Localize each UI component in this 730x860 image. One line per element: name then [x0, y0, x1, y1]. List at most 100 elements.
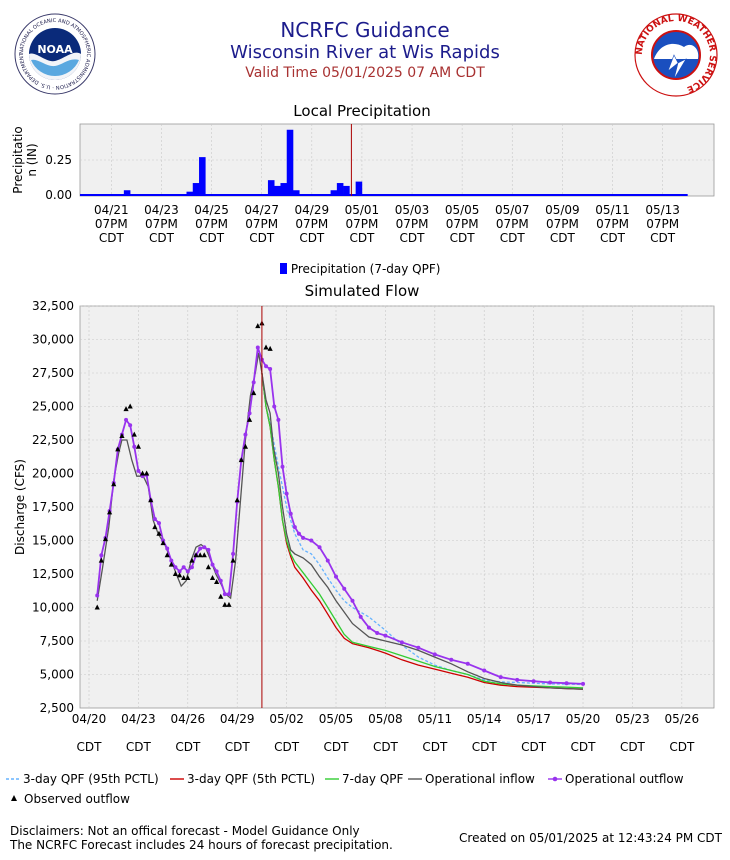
outflow-point — [358, 614, 363, 619]
outflow-point — [226, 592, 231, 597]
precip-x-ticks: 04/2107PMCDT04/2307PMCDT04/2507PMCDT04/2… — [94, 203, 680, 245]
outflow-point — [214, 569, 219, 574]
flow-xtick-date: 05/08 — [368, 712, 403, 726]
outflow-point — [296, 531, 301, 536]
observed-outflow-point — [106, 509, 113, 515]
observed-outflow-point — [242, 443, 249, 449]
legend-marker-observed-outflow — [11, 795, 17, 801]
flow-xtick-tz: CDT — [225, 740, 251, 754]
legend-label-operational-inflow: Operational inflow — [425, 772, 535, 786]
outflow-point — [342, 586, 347, 591]
flow-xtick-tz: CDT — [324, 740, 350, 754]
precip-bar — [123, 190, 131, 196]
flow-xtick-tz: CDT — [77, 740, 103, 754]
page-title: NCRFC Guidance — [280, 18, 450, 42]
precip-xtick-time: 07PM — [446, 217, 479, 231]
precip-grid — [80, 124, 714, 196]
observed-outflow-point — [201, 552, 207, 558]
precip-xtick-time: 07PM — [95, 217, 128, 231]
legend-label-7-day-qpf: 7-day QPF — [342, 772, 404, 786]
observed-outflow-point — [98, 557, 104, 563]
flow-xtick-tz: CDT — [521, 740, 547, 754]
outflow-point — [128, 423, 133, 428]
precip-bar — [180, 194, 187, 196]
precip-bar — [293, 190, 300, 196]
flow-xtick-tz: CDT — [422, 740, 448, 754]
outflow-point — [432, 652, 437, 657]
precip-xtick-date: 04/25 — [194, 203, 229, 217]
precip-xtick-time: 07PM — [546, 217, 579, 231]
flow-ytick: 2,500 — [40, 701, 74, 715]
precip-xtick-tz: CDT — [450, 231, 476, 245]
flow-xtick-date: 04/29 — [220, 712, 255, 726]
outflow-point — [548, 680, 553, 685]
precip-xtick-date: 05/05 — [445, 203, 480, 217]
flow-ytick: 20,000 — [32, 467, 74, 481]
observed-outflow-point — [205, 564, 211, 570]
precip-ytick-0: 0.00 — [45, 188, 72, 202]
flow-ytick: 7,500 — [40, 634, 74, 648]
flow-xtick-date: 05/11 — [418, 712, 453, 726]
outflow-point — [465, 661, 470, 666]
valid-time: Valid Time 05/01/2025 07 AM CDT — [245, 65, 485, 81]
outflow-point — [280, 464, 285, 469]
precip-xtick-time: 07PM — [245, 217, 278, 231]
flow-ytick: 30,000 — [32, 333, 74, 347]
observed-outflow-point — [144, 470, 150, 476]
flow-xtick-tz: CDT — [373, 740, 399, 754]
flow-xtick-tz: CDT — [175, 740, 201, 754]
flow-chart-title: Simulated Flow — [305, 282, 420, 300]
legend-dot-operational-outflow — [552, 776, 558, 782]
precip-chart-title: Local Precipitation — [293, 102, 430, 120]
outflow-point — [309, 538, 314, 543]
observed-outflow-point — [135, 443, 142, 449]
observed-outflow-point — [152, 524, 158, 530]
observed-outflow-point — [218, 593, 224, 599]
precip-bar — [280, 183, 288, 196]
precip-xtick-time: 07PM — [345, 217, 378, 231]
precip-xtick-date: 05/07 — [495, 203, 530, 217]
outflow-point — [206, 547, 211, 552]
precip-xtick-time: 07PM — [496, 217, 529, 231]
outflow-point — [399, 640, 404, 645]
precip-legend: Precipitation (7-day QPF) — [280, 262, 440, 276]
flow-xtick-date: 05/17 — [516, 712, 551, 726]
observed-outflow-point — [185, 575, 191, 581]
legend-label-3-day-qpf-5th-pctl: 3-day QPF (5th PCTL) — [187, 772, 315, 786]
outflow-point — [173, 565, 178, 570]
flow-xtick-date: 05/02 — [269, 712, 304, 726]
outflow-point — [268, 366, 273, 371]
precip-bar — [186, 191, 194, 196]
precip-xtick-tz: CDT — [299, 231, 325, 245]
precip-bar — [349, 194, 356, 196]
flow-xtick-date: 05/05 — [319, 712, 354, 726]
outflow-point — [383, 633, 388, 638]
observed-outflow-point — [156, 530, 162, 536]
observed-outflow-point — [197, 552, 203, 558]
outflow-point — [515, 677, 520, 682]
observed-outflow-point — [251, 390, 257, 396]
disclaimer-line-2: The NCRFC Forecast includes 24 hours of … — [10, 838, 393, 852]
footer: Disclaimers: Not an offical forecast - M… — [10, 824, 722, 852]
outflow-point — [482, 668, 487, 673]
observed-outflow-point — [131, 431, 137, 437]
observed-outflow-point — [222, 601, 228, 607]
outflow-point — [317, 545, 322, 550]
precip-xtick-tz: CDT — [349, 231, 375, 245]
precip-xtick-tz: CDT — [400, 231, 426, 245]
observed-outflow-point — [176, 572, 183, 578]
outflow-point — [177, 569, 182, 574]
precip-xtick-date: 04/29 — [295, 203, 330, 217]
observed-outflow-point — [234, 497, 240, 503]
precip-xtick-date: 04/27 — [244, 203, 279, 217]
precip-xtick-tz: CDT — [99, 231, 125, 245]
flow-legend: 3-day QPF (95th PCTL) 3-day QPF (5th PCTL… — [6, 772, 684, 806]
flow-xtick-tz: CDT — [274, 740, 300, 754]
outflow-point — [95, 593, 100, 598]
observed-outflow-point — [168, 561, 174, 567]
observed-outflow-point — [230, 557, 236, 563]
flow-y-axis-label: Discharge (CFS) — [13, 459, 27, 555]
precip-xtick-tz: CDT — [199, 231, 225, 245]
precip-xtick-tz: CDT — [650, 231, 676, 245]
flow-y-ticks: 2,500 5,000 7,500 10,000 12,500 15,000 17,500 2… — [32, 299, 74, 715]
